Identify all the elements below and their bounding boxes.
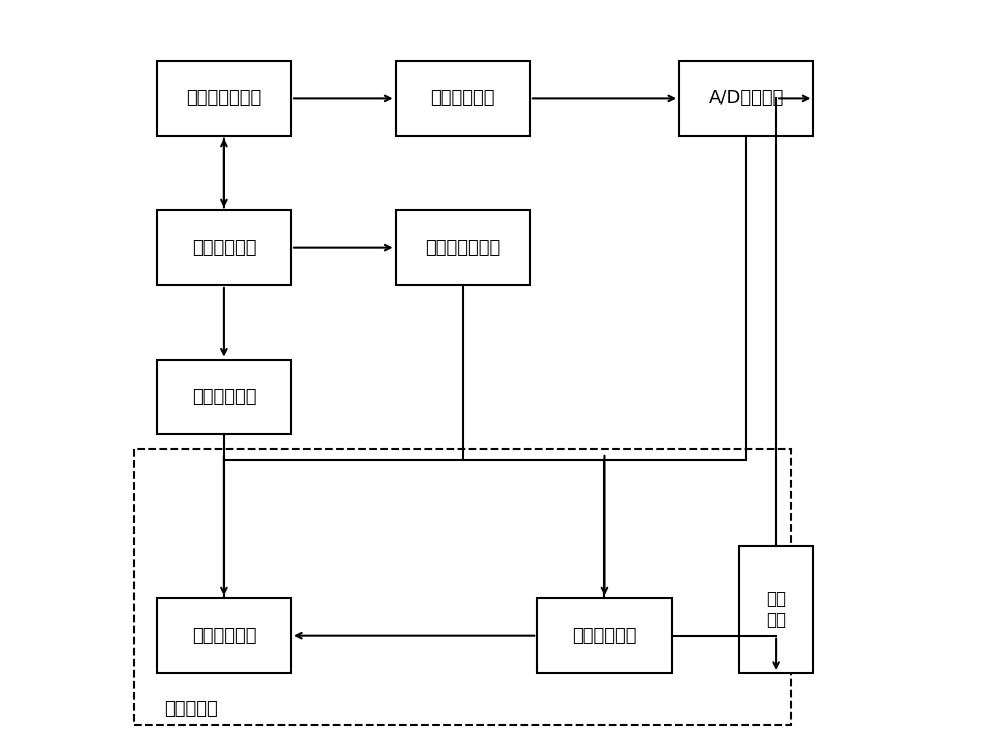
FancyBboxPatch shape [157, 61, 291, 136]
FancyBboxPatch shape [739, 546, 813, 673]
Text: 信息融合单元: 信息融合单元 [192, 627, 256, 645]
Text: 信号处理单元: 信号处理单元 [572, 627, 637, 645]
FancyBboxPatch shape [537, 598, 672, 673]
Text: A/D转换模块: A/D转换模块 [709, 89, 784, 107]
FancyBboxPatch shape [157, 598, 291, 673]
Text: 双轴倾角传感器: 双轴倾角传感器 [425, 239, 500, 257]
FancyBboxPatch shape [157, 210, 291, 285]
Text: 时钟
晶振: 时钟 晶振 [766, 590, 786, 629]
Text: 待测电气设备: 待测电气设备 [192, 239, 256, 257]
Text: 超声波接收阵列: 超声波接收阵列 [186, 89, 262, 107]
Text: 中央处理器: 中央处理器 [164, 700, 218, 718]
Text: 图像采集模块: 图像采集模块 [192, 388, 256, 406]
FancyBboxPatch shape [134, 449, 791, 725]
FancyBboxPatch shape [396, 61, 530, 136]
FancyBboxPatch shape [679, 61, 813, 136]
FancyBboxPatch shape [157, 360, 291, 434]
FancyBboxPatch shape [396, 210, 530, 285]
Text: 信号调理模块: 信号调理模块 [430, 89, 495, 107]
